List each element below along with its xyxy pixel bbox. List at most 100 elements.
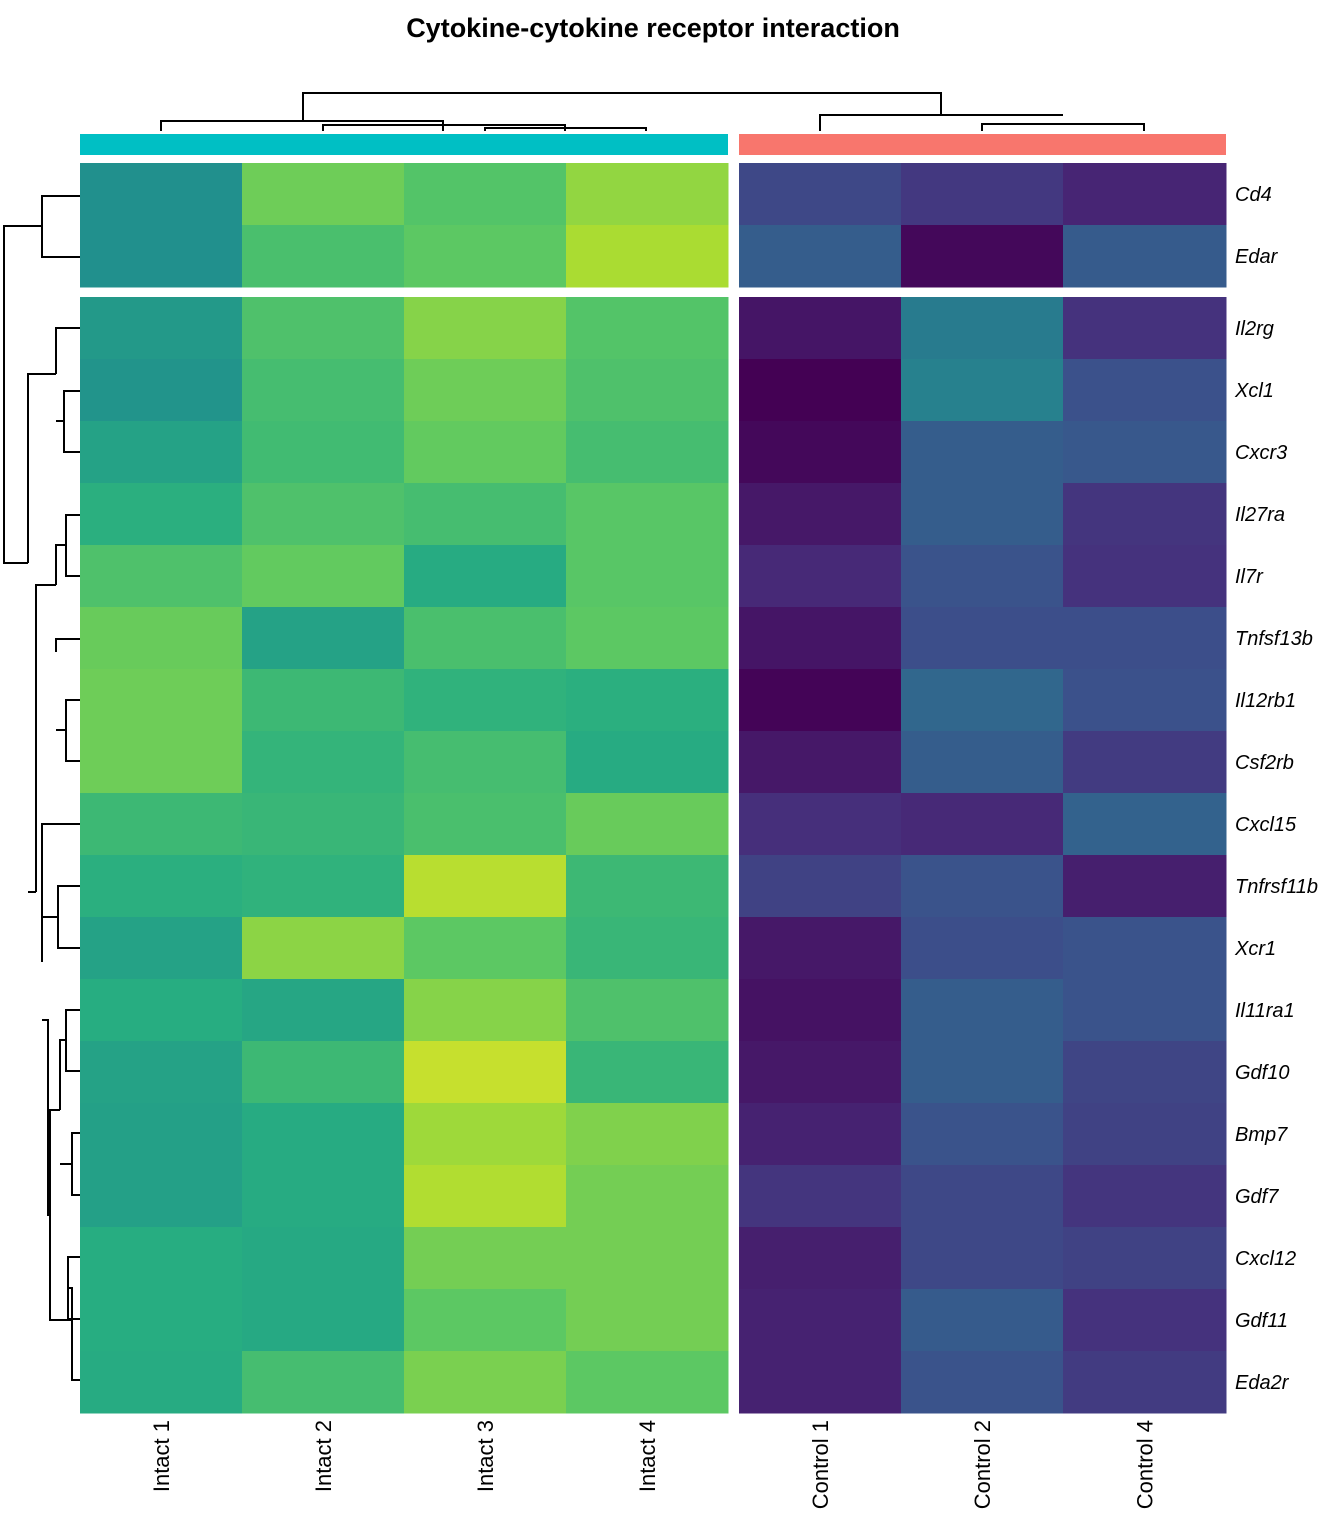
heatmap-cell [739, 1289, 902, 1352]
heatmap-cell [242, 1351, 405, 1414]
heatmap-cell [242, 359, 405, 422]
heatmap-cell [739, 225, 902, 288]
heatmap-cell [80, 1289, 243, 1352]
heatmap-cell [566, 917, 729, 980]
column-label: Intact 2 [311, 1420, 336, 1492]
heatmap-cell [242, 917, 405, 980]
heatmap-cell [404, 297, 567, 360]
heatmap-cell [1063, 917, 1227, 980]
heatmap-cell [566, 607, 729, 670]
row-dendrogram [3, 195, 80, 1381]
column-label: Intact 4 [635, 1420, 660, 1492]
heatmap-cell [404, 607, 567, 670]
heatmap-cell [80, 545, 243, 608]
heatmap-cell [242, 297, 405, 360]
heatmap-cell [404, 1165, 567, 1228]
heatmap-cell [739, 421, 902, 484]
heatmap-cell [739, 1041, 902, 1104]
heatmap-cell [80, 1227, 243, 1290]
heatmap-cell [242, 1103, 405, 1166]
heatmap-cell [404, 225, 567, 288]
heatmap-cell [404, 917, 567, 980]
heatmap-cell [404, 163, 567, 226]
heatmap-cell [242, 163, 405, 226]
heatmap-cell [901, 421, 1064, 484]
row-labels: Cd4 Edar Il2rg Xcl1 Cxcr3 Il27ra Il7r Tnfsf13b I… [1234, 184, 1318, 1394]
row-label: Xcr1 [1234, 938, 1276, 960]
heatmap-cell [242, 1289, 405, 1352]
heatmap-cell [404, 1103, 567, 1166]
heatmap-cell [739, 359, 902, 422]
row-label: Il7r [1235, 566, 1264, 588]
heatmap-cell [80, 359, 243, 422]
annotation-bar-intact [80, 134, 728, 155]
heatmap-cell [404, 979, 567, 1042]
row-label: Edar [1235, 246, 1279, 268]
row-label: Bmp7 [1235, 1124, 1288, 1146]
heatmap-cell [404, 1227, 567, 1290]
heatmap-cell [901, 1351, 1064, 1414]
heatmap-cell [739, 163, 902, 226]
column-label: Control 4 [1133, 1420, 1158, 1509]
heatmap-cell [739, 917, 902, 980]
row-label: Gdf10 [1235, 1062, 1289, 1084]
heatmap-cell [404, 1289, 567, 1352]
heatmap-cell [901, 855, 1064, 918]
heatmap-cell [566, 1227, 729, 1290]
row-label: Csf2rb [1235, 752, 1294, 774]
row-label: Cxcr3 [1235, 442, 1287, 464]
column-label: Control 1 [808, 1420, 833, 1509]
heatmap-cell [80, 421, 243, 484]
heatmap-cell [566, 1289, 729, 1352]
column-label: Intact 3 [473, 1420, 498, 1492]
heatmap-cell [901, 359, 1064, 422]
heatmap-cell [566, 793, 729, 856]
heatmap-cell [80, 607, 243, 670]
heatmap-cell [1063, 163, 1227, 226]
heatmap-cells [80, 163, 1227, 1414]
heatmap-cell [1063, 545, 1227, 608]
heatmap-cell [566, 421, 729, 484]
heatmap-cell [404, 359, 567, 422]
chart-title: Cytokine-cytokine receptor interaction [406, 13, 900, 43]
row-label: Il12rb1 [1235, 690, 1296, 712]
heatmap-cell [739, 669, 902, 732]
heatmap-cell [566, 1351, 729, 1414]
heatmap-cell [1063, 421, 1227, 484]
heatmap-cell [80, 979, 243, 1042]
heatmap-cell [901, 483, 1064, 546]
heatmap-cell [1063, 297, 1227, 360]
heatmap-cell [901, 545, 1064, 608]
heatmap-cell [566, 225, 729, 288]
heatmap-cell [1063, 1103, 1227, 1166]
heatmap-cell [1063, 1227, 1227, 1290]
column-labels: Intact 1 Intact 2 Intact 3 Intact 4 Control … [149, 1420, 1158, 1509]
heatmap-cell [80, 793, 243, 856]
heatmap-cell [80, 1165, 243, 1228]
heatmap-cell [901, 669, 1064, 732]
heatmap-cell [901, 1165, 1064, 1228]
heatmap-cell [242, 793, 405, 856]
heatmap-cell [1063, 855, 1227, 918]
heatmap-cell [80, 855, 243, 918]
heatmap-cell [242, 545, 405, 608]
heatmap-cell [739, 297, 902, 360]
heatmap-cell [566, 359, 729, 422]
heatmap-cell [80, 917, 243, 980]
heatmap-cell [739, 545, 902, 608]
heatmap-cell [901, 979, 1064, 1042]
heatmap-cell [242, 855, 405, 918]
heatmap-cell [566, 483, 729, 546]
heatmap-cell [80, 297, 243, 360]
column-label: Intact 1 [149, 1420, 174, 1492]
heatmap-cell [242, 421, 405, 484]
heatmap-cell [901, 1103, 1064, 1166]
heatmap-cell [566, 163, 729, 226]
heatmap-cell [80, 483, 243, 546]
heatmap-cell [242, 979, 405, 1042]
heatmap-cell [1063, 1289, 1227, 1352]
row-label: Il27ra [1235, 504, 1285, 526]
heatmap-cell [80, 1041, 243, 1104]
heatmap-cell [404, 731, 567, 794]
row-label: Cxcl15 [1235, 814, 1297, 836]
